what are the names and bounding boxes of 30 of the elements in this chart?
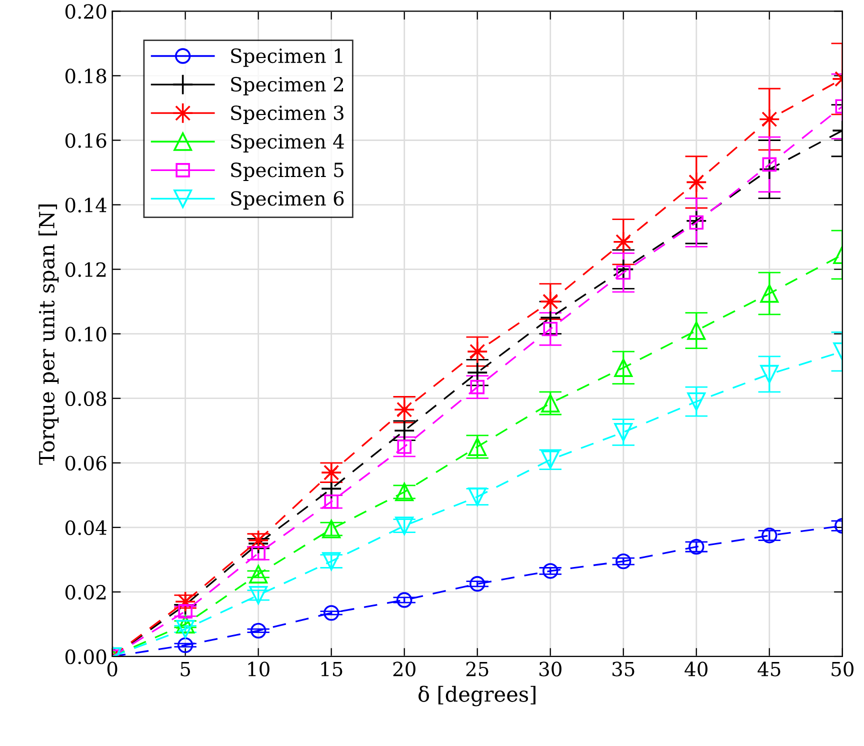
y-tick-label: 0.10 xyxy=(65,326,106,342)
y-tick-label: 0.18 xyxy=(65,68,106,84)
x-tick-label: 35 xyxy=(612,662,634,676)
y-tick-label: 0.12 xyxy=(65,262,106,277)
legend-label: Specimen 4 xyxy=(231,134,344,152)
legend-label: Specimen 3 xyxy=(231,105,344,124)
y-axis-title: Torque per unit span [N] xyxy=(38,204,59,465)
legend-label: Specimen 6 xyxy=(231,191,344,210)
legend-label: Specimen 5 xyxy=(231,162,344,182)
legend-label: Specimen 1 xyxy=(231,48,342,67)
y-tick-label: 0.08 xyxy=(65,391,106,406)
x-tick-label: 15 xyxy=(321,662,342,676)
y-tick-label: 0.16 xyxy=(65,133,106,148)
x-tick-label: 25 xyxy=(466,662,488,676)
x-tick-label: 20 xyxy=(393,662,416,676)
y-tick-label: 0.14 xyxy=(65,198,106,212)
x-tick-label: 0 xyxy=(107,662,118,676)
x-tick-label: 10 xyxy=(248,662,270,676)
legend-label: Specimen 2 xyxy=(231,76,343,96)
x-tick-label: 5 xyxy=(180,662,190,676)
x-tick-label: 45 xyxy=(758,662,780,676)
x-tick-label: 30 xyxy=(539,662,562,676)
y-tick-label: 0.04 xyxy=(65,520,106,536)
y-tick-label: 0.00 xyxy=(65,649,106,664)
y-tick-label: 0.06 xyxy=(65,456,106,471)
x-tick-label: 50 xyxy=(832,662,854,676)
y-tick-label: 0.02 xyxy=(65,584,106,600)
x-tick-label: 40 xyxy=(684,662,708,676)
x-axis-title: δ [degrees] xyxy=(418,686,536,706)
y-tick-label: 0.20 xyxy=(65,4,106,19)
